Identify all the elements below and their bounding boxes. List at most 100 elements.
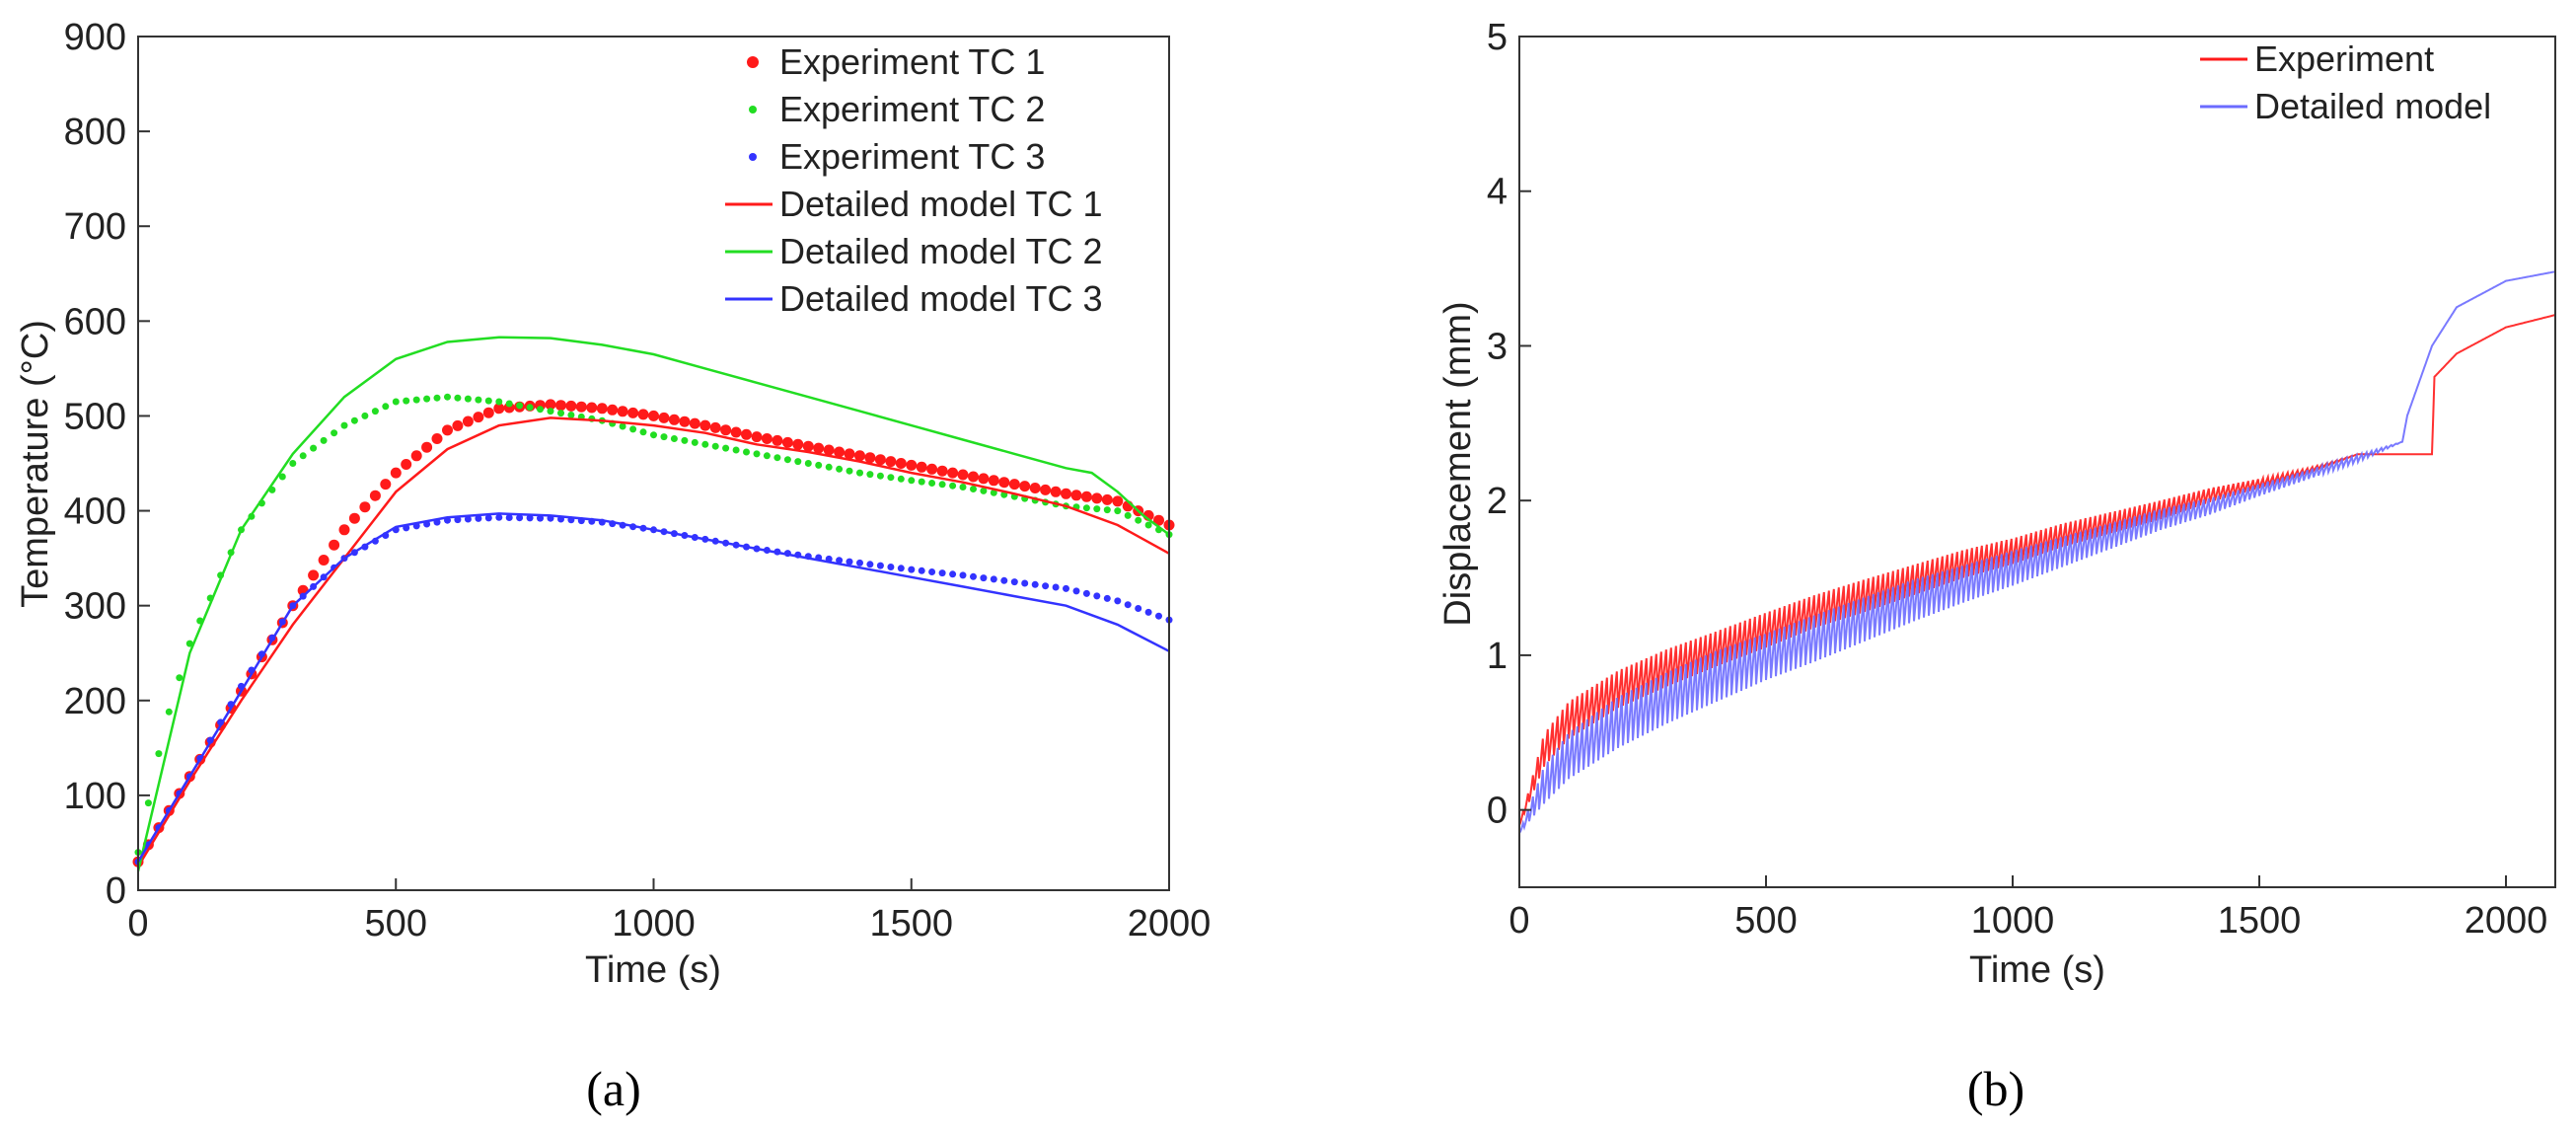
panel-a-series-experiment-tc-1-point [761, 433, 773, 444]
panel-a-series-experiment-tc-1-point [637, 409, 649, 420]
panel-a-series-experiment-tc-1-point [709, 421, 721, 433]
panel-a-series-experiment-tc-1-point [1080, 491, 1092, 502]
panel-a-xtick-label: 2000 [1128, 903, 1212, 944]
panel-b-ytick-label: 4 [1487, 172, 1508, 213]
panel-a-legend-item-marker [749, 106, 757, 113]
panel-a-series-experiment-tc-1-point [679, 415, 691, 427]
panel-a-series-experiment-tc-3-point [970, 572, 977, 580]
panel-a-series-experiment-tc-2-point [165, 708, 173, 716]
panel-a-series-experiment-tc-2-point [320, 436, 328, 444]
panel-a-series-experiment-tc-2-point [423, 395, 431, 403]
panel-a-series-experiment-tc-3-point [908, 566, 916, 573]
panel-a-series-experiment-tc-2-point [938, 481, 946, 489]
panel-a-series-experiment-tc-1-point [1070, 490, 1082, 501]
panel-b-series [1518, 270, 2556, 834]
panel-a-series-experiment-tc-1-point [1019, 481, 1031, 492]
panel-a-series-experiment-tc-2-point [711, 442, 719, 450]
panel-a-series-experiment-tc-3-point [980, 574, 988, 582]
panel-a-series-experiment-tc-2-point [516, 402, 524, 410]
panel-b-label: (b) [1967, 1061, 2024, 1116]
panel-a-series-experiment-tc-3-point [464, 515, 472, 523]
panel-a-series-experiment-tc-3-point [836, 557, 844, 565]
panel-a-series-experiment-tc-1-point [834, 446, 846, 458]
panel-a-series-experiment-tc-1-point [1008, 479, 1020, 491]
panel-a-series-experiment-tc-1-point [338, 524, 350, 536]
panel-a-series-experiment-tc-1-point [648, 410, 659, 421]
panel-a-series-experiment-tc-2-point [433, 394, 441, 402]
panel-a-series-experiment-tc-2-point [773, 454, 781, 462]
panel-b-ytick-label: 0 [1487, 791, 1508, 832]
panel-a-ytick-label: 100 [64, 776, 126, 817]
panel-a-series-experiment-tc-1-point [998, 477, 1010, 489]
panel-a-series-experiment-tc-2-point [310, 444, 318, 452]
panel-a-series-experiment-tc-1-point [359, 501, 371, 513]
panel-a-series-experiment-tc-1-point [348, 512, 360, 524]
panel-a-series-experiment-tc-3-point [1042, 582, 1050, 590]
panel-a-series-experiment-tc-1-point [895, 458, 907, 469]
panel-a-series-experiment-tc-3-point [928, 568, 936, 575]
panel-b-legend-item-label: Experiment [2254, 38, 2434, 79]
panel-a-series-experiment-tc-1-point [380, 479, 392, 491]
panel-a-series-experiment-tc-2-point [970, 486, 977, 492]
panel-a-series-experiment-tc-2-point [361, 412, 369, 419]
panel-b-axes-box [1518, 36, 2556, 888]
panel-a-series-experiment-tc-2-point [990, 489, 997, 496]
panel-a-series-experiment-tc-3-point [1063, 584, 1069, 592]
panel-a-series-experiment-tc-1-point [699, 419, 711, 431]
panel-a-series-experiment-tc-1-point [916, 461, 927, 473]
panel-a-series-experiment-tc-2-point [629, 425, 637, 433]
panel-a-series-experiment-tc-2-point [495, 398, 503, 406]
panel-a-series-experiment-tc-2-point [444, 393, 451, 401]
panel-a-series-experiment-tc-1-point [565, 400, 577, 412]
panel-a-series-experiment-tc-2-point [980, 487, 988, 494]
panel-a-series-experiment-tc-1-point [874, 454, 886, 466]
panel-b-series-detailed-model-line [1518, 270, 2556, 834]
panel-a-series-experiment-tc-2-point [846, 467, 853, 475]
panel-a-legend-item-label: Experiment TC 2 [779, 89, 1045, 129]
panel-b-ytick-label: 2 [1487, 481, 1508, 522]
panel-a-series-experiment-tc-1-point [1040, 484, 1052, 495]
panel-a-yticks: 0 100 200 300 400 500 600 700 800 900 [64, 17, 150, 912]
panel-a-xticks: 0 500 1000 1500 2000 [127, 878, 1211, 944]
panel-a-series-experiment-tc-2-point [876, 472, 884, 480]
panel-a-series-experiment-tc-2-point [928, 480, 936, 487]
panel-a-series-experiment-tc-1-point [781, 436, 793, 448]
panel-a-series-experiment-tc-3-point [1082, 589, 1090, 597]
panel-a-series-experiment-tc-1-point [1153, 514, 1164, 526]
panel-a-series-experiment-tc-1-point [442, 424, 453, 436]
panel-a-series-experiment-tc-1-point [431, 433, 443, 444]
panel-a-series-experiment-tc-2-point [670, 435, 678, 442]
panel-a-series-experiment-tc-2-point [856, 469, 863, 477]
panel-a-series [132, 336, 1175, 872]
panel-a-series-experiment-tc-2-point [722, 444, 730, 452]
panel-a-xtick-label: 1000 [612, 903, 696, 944]
panel-a-series-experiment-tc-1-point [473, 412, 484, 423]
panel-a-series-experiment-tc-2-point [278, 473, 286, 481]
panel-a-series-experiment-tc-2-point [144, 799, 152, 807]
panel-a-series-experiment-tc-1-point [823, 444, 835, 456]
panel-a-series-experiment-tc-2-point [1082, 504, 1090, 512]
panel-a-series-experiment-tc-2-point [547, 408, 554, 415]
panel-a-series-experiment-tc-1-point [369, 490, 381, 501]
panel-a-series-experiment-tc-1-point [555, 400, 566, 412]
panel-a-series-experiment-tc-3-point [918, 566, 925, 574]
panel-a-series-experiment-tc-2-point [412, 396, 420, 404]
panel-a-series-experiment-tc-1-point [668, 414, 680, 425]
panel-a-series-experiment-tc-1-point [741, 428, 752, 440]
panel-a-series-experiment-tc-3-point [1031, 580, 1039, 588]
panel-a-series-experiment-tc-1-point [607, 404, 619, 415]
panel-a-series-experiment-tc-2-point [918, 478, 925, 486]
panel-a-series-experiment-tc-3-point [897, 565, 905, 572]
panel-a-series-experiment-tc-3-point [938, 569, 946, 577]
panel-a-series-experiment-tc-1-point [813, 442, 825, 454]
panel-a-series-experiment-tc-2-point [371, 408, 379, 415]
panel-a-series-experiment-tc-3-point [475, 514, 482, 522]
panel-a-series-experiment-tc-3-point [516, 514, 524, 522]
panel-a-legend-item-label: Detailed model TC 3 [779, 278, 1103, 319]
panel-a-series-experiment-tc-3-point [959, 571, 967, 579]
panel-a-series-experiment-tc-3-point [876, 562, 884, 569]
panel-a-series-experiment-tc-2-point [866, 471, 874, 479]
panel-a-series-experiment-tc-2-point [382, 403, 390, 411]
panel-a-series-experiment-tc-1-point [957, 469, 969, 481]
panel-b-xtick-label: 1000 [1971, 900, 2055, 942]
